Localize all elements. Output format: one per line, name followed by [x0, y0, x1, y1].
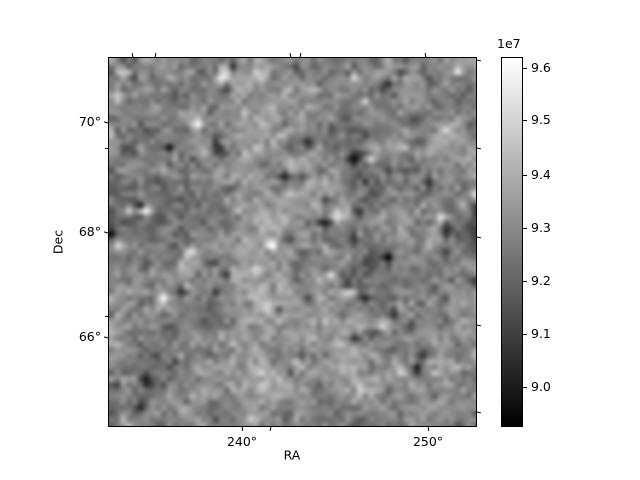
- sky-image-axes[interactable]: [108, 57, 477, 427]
- colorbar-tick-label-2: 9.4: [531, 166, 551, 182]
- top-axis-tick-2: [289, 52, 292, 58]
- y-axis-tick-label-2: 66°: [78, 328, 101, 344]
- x-axis-minor-tick-0: [269, 426, 272, 432]
- y-axis-label: Dec: [50, 229, 66, 255]
- colorbar-tick-4: [523, 281, 527, 283]
- y-axis-tick-2: [103, 336, 109, 339]
- x-axis-tick-0: [241, 426, 244, 432]
- colorbar-tick-label-0: 9.6: [531, 59, 551, 75]
- y-axis-tick-0: [103, 121, 109, 124]
- x-axis-tick-label-1: 250°: [412, 434, 444, 449]
- colorbar-tick-0: [523, 68, 527, 70]
- right-axis-tick-2: [476, 236, 482, 239]
- y-axis-minor-tick-1: [104, 316, 108, 318]
- y-axis-tick-label-1: 68°: [78, 223, 101, 239]
- right-axis-tick-3: [476, 324, 482, 327]
- colorbar-tick-5: [523, 334, 527, 336]
- y-axis-tick-1: [103, 231, 109, 234]
- y-axis-tick-label-0: 70°: [78, 113, 101, 129]
- x-axis-tick-1: [427, 426, 430, 432]
- y-axis-minor-tick-0: [104, 148, 108, 150]
- colorbar-tick-label-1: 9.5: [531, 111, 551, 127]
- x-axis-tick-label-0: 240°: [226, 434, 258, 449]
- colorbar-tick-label-4: 9.2: [531, 272, 551, 288]
- sky-heatmap-image: [109, 58, 476, 426]
- colorbar-tick-3: [523, 228, 527, 230]
- right-axis-tick-1: [476, 147, 482, 150]
- top-axis-tick-0: [131, 52, 134, 58]
- colorbar-tick-1: [523, 120, 527, 122]
- colorbar-offset-text: 1e7: [497, 36, 521, 51]
- right-axis-tick-4: [476, 411, 482, 414]
- colorbar-tick-label-5: 9.1: [531, 325, 551, 341]
- x-axis-label: RA: [283, 447, 301, 463]
- colorbar-tick-2: [523, 175, 527, 177]
- colorbar-tick-label-6: 9.0: [531, 378, 551, 394]
- colorbar-tick-6: [523, 387, 527, 389]
- top-axis-tick-4: [424, 52, 427, 58]
- right-axis-tick-0: [476, 59, 482, 62]
- colorbar-tick-label-3: 9.3: [531, 219, 551, 235]
- colorbar[interactable]: [501, 57, 523, 427]
